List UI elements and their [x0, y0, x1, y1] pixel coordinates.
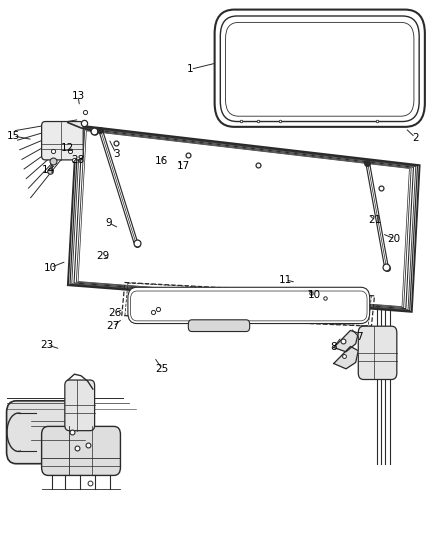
FancyBboxPatch shape: [42, 122, 83, 160]
Text: 29: 29: [96, 251, 109, 261]
Text: 17: 17: [177, 161, 190, 171]
Polygon shape: [68, 125, 420, 312]
Text: 12: 12: [61, 143, 74, 153]
FancyBboxPatch shape: [65, 380, 95, 431]
FancyBboxPatch shape: [7, 401, 89, 464]
Text: 10: 10: [308, 290, 321, 300]
Text: 28: 28: [71, 155, 85, 165]
FancyBboxPatch shape: [128, 287, 370, 324]
Text: 25: 25: [155, 364, 169, 374]
Text: 20: 20: [388, 234, 401, 244]
Text: 8: 8: [330, 342, 337, 352]
Text: 23: 23: [41, 340, 54, 350]
Text: 1: 1: [187, 64, 194, 74]
Text: 9: 9: [105, 218, 112, 228]
Text: 15: 15: [7, 131, 20, 141]
FancyBboxPatch shape: [42, 426, 120, 475]
FancyBboxPatch shape: [358, 326, 397, 379]
Text: 26: 26: [108, 308, 121, 318]
Text: 27: 27: [106, 321, 120, 331]
Text: 7: 7: [356, 333, 363, 342]
Text: 13: 13: [71, 91, 85, 101]
FancyBboxPatch shape: [188, 320, 250, 332]
Text: 16: 16: [155, 156, 168, 166]
Text: 14: 14: [42, 165, 55, 175]
Text: 21: 21: [368, 215, 381, 225]
Polygon shape: [334, 330, 358, 352]
FancyBboxPatch shape: [215, 10, 425, 127]
Text: 11: 11: [279, 275, 292, 285]
Text: 3: 3: [113, 149, 120, 158]
Text: 10: 10: [44, 263, 57, 272]
Polygon shape: [334, 346, 358, 369]
Text: 2: 2: [412, 133, 419, 142]
